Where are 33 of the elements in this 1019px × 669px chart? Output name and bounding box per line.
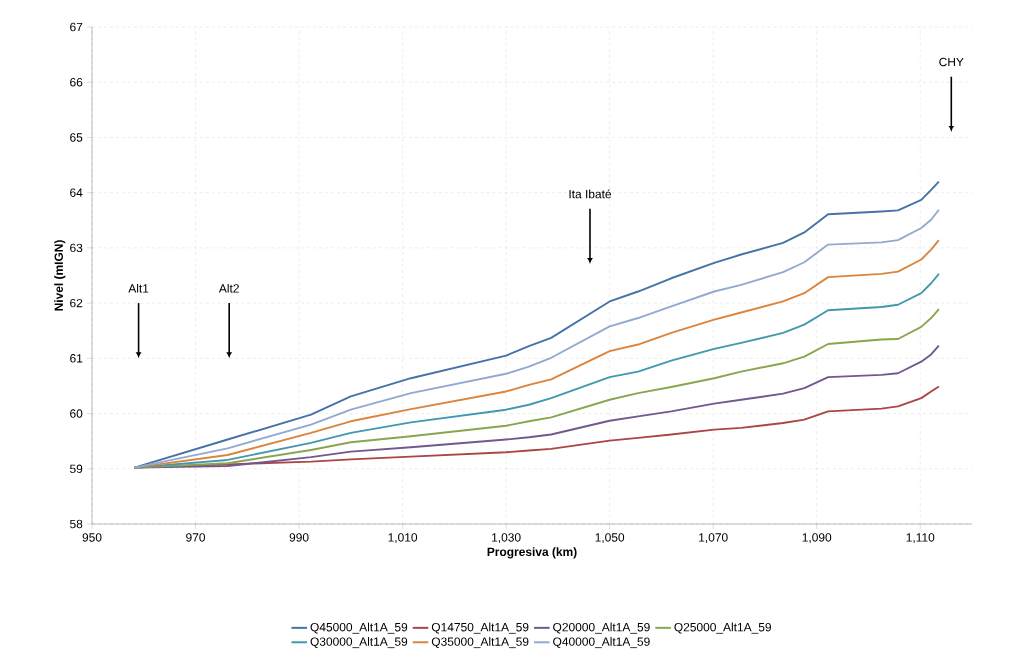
x-tick-label: 1,010 xyxy=(388,533,418,544)
x-tick-label: 1,070 xyxy=(699,533,728,544)
y-tick-label: 58 xyxy=(70,519,83,529)
x-tick-label: 950 xyxy=(82,533,102,542)
x-tick-label: 970 xyxy=(186,533,206,542)
x-axis-title: Progresiva (km) xyxy=(487,547,577,559)
legend-label: Q14750_Alt1A_59 xyxy=(431,622,529,634)
y-tick-label: 60 xyxy=(70,409,83,418)
legend-label: Q20000_Alt1A_59 xyxy=(553,622,650,634)
y-tick-label: 59 xyxy=(70,464,83,473)
x-tick-label: 1,050 xyxy=(595,533,625,544)
y-tick-label: 63 xyxy=(70,243,83,253)
ref-line-label: Alt1 xyxy=(128,283,149,293)
legend-label: Q30000_Alt1A_59 xyxy=(310,637,408,649)
ref-line-label: Alt2 xyxy=(218,283,239,293)
x-tick-label: 1,030 xyxy=(492,533,521,544)
x-tick-label: 1,090 xyxy=(802,533,832,544)
legend-label: Q25000_Alt1A_59 xyxy=(674,622,771,634)
y-tick-label: 67 xyxy=(70,22,83,32)
y-tick-label: 66 xyxy=(70,77,83,87)
y-tick-label: 61 xyxy=(70,354,83,363)
legend-label: Q45000_Alt1A_59 xyxy=(310,622,408,634)
y-tick-label: 65 xyxy=(70,133,83,142)
legend-label: Q40000_Alt1A_59 xyxy=(553,637,650,649)
ref-line-label: CHY xyxy=(939,57,964,67)
y-tick-label: 64 xyxy=(70,188,83,197)
y-tick-label: 62 xyxy=(70,298,83,308)
ref-line-label: Ita Ibaté xyxy=(569,189,612,199)
x-tick-label: 1,110 xyxy=(906,533,935,544)
line-series xyxy=(133,308,940,469)
legend-label: Q35000_Alt1A_59 xyxy=(431,637,529,649)
x-tick-label: 990 xyxy=(289,533,309,542)
y-axis-title: Nivel (mIGN) xyxy=(54,240,66,311)
